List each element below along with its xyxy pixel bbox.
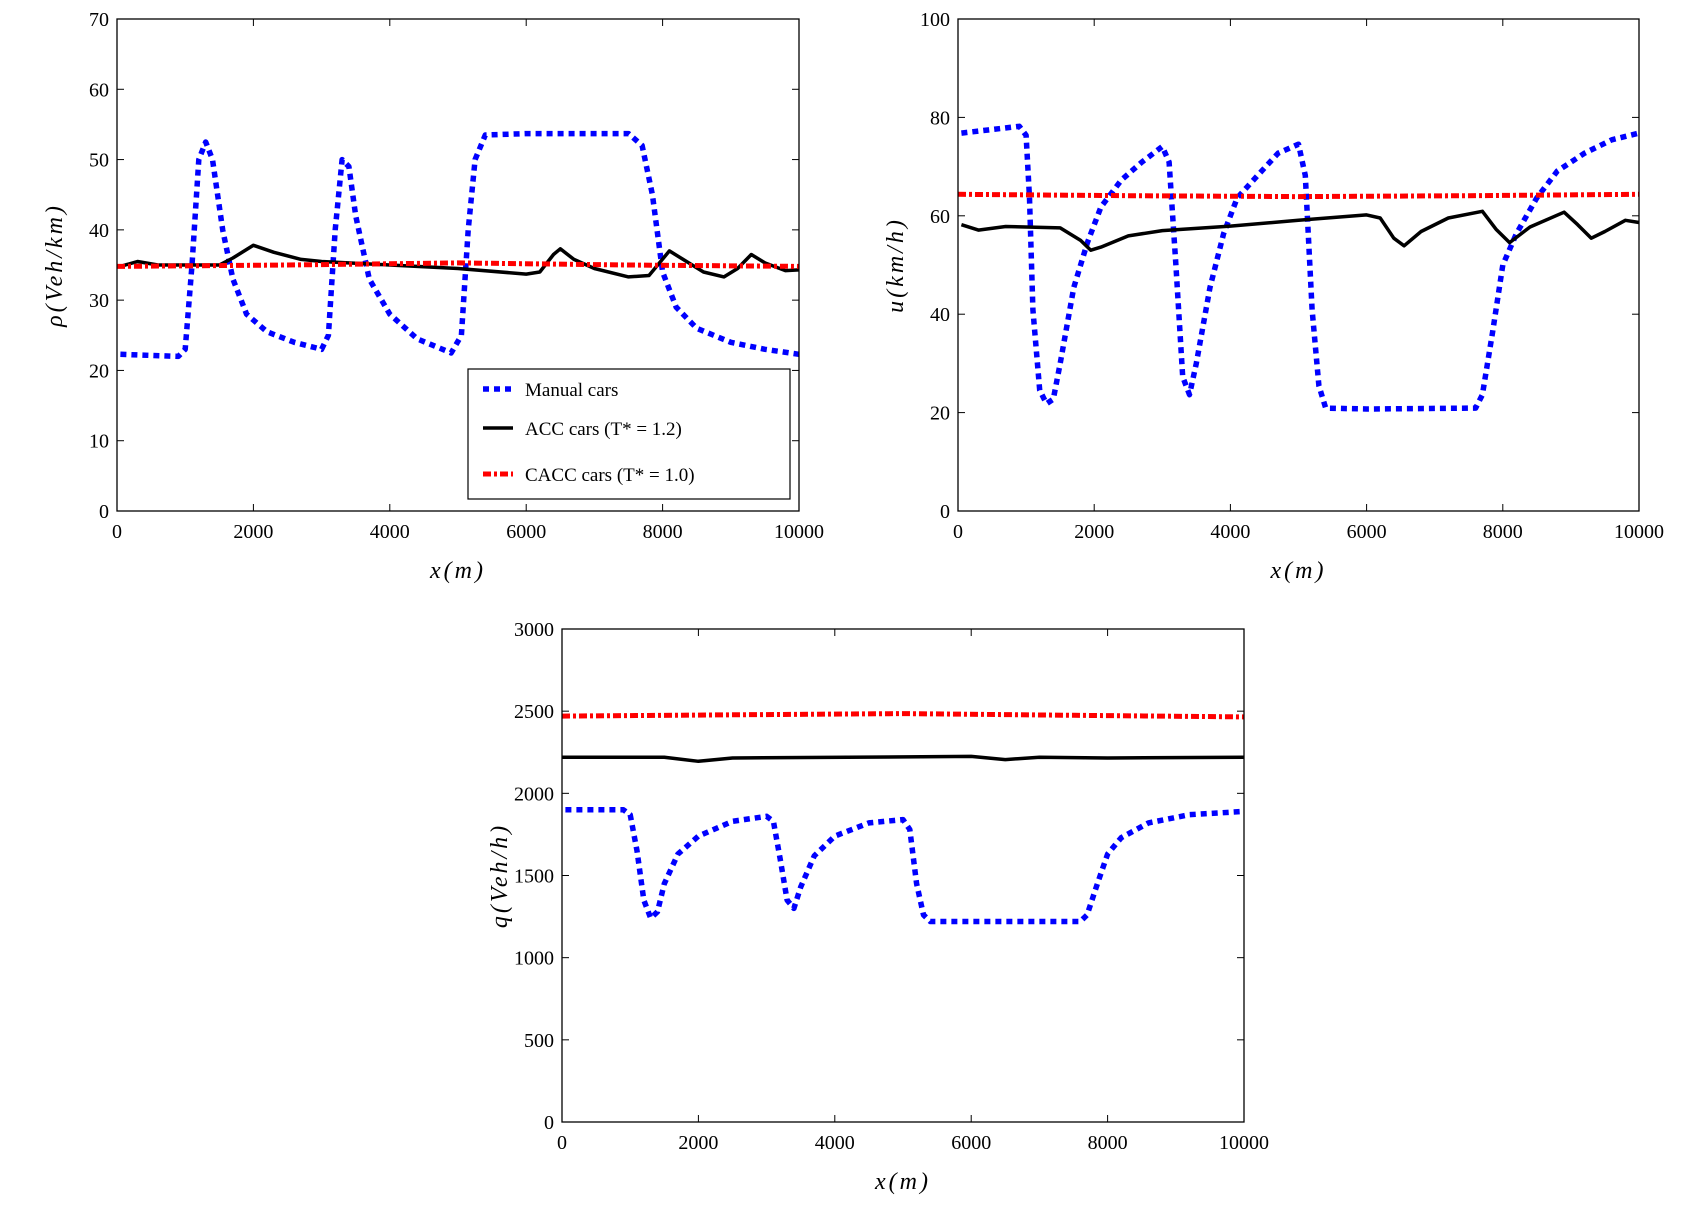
x-axis-label: x(m) xyxy=(1270,558,1327,584)
legend-label-manual: Manual cars xyxy=(525,380,618,401)
chart-1: 0 2000 4000 6000 8000 10000 0 10 20 30 40 50 60 70 x(m… xyxy=(42,9,824,584)
series-line-acc xyxy=(960,209,1640,252)
x-tick-label: 8000 xyxy=(643,521,683,543)
y-tick-label: 0 xyxy=(99,501,109,523)
legend-box xyxy=(467,368,791,500)
x-tick-label: 10000 xyxy=(774,521,824,543)
y-tick-label: 80 xyxy=(930,107,950,129)
series-line-cacc xyxy=(561,711,1245,720)
x-tick-label: 4000 xyxy=(370,521,410,543)
legend-label-acc: ACC cars (T* = 1.2) xyxy=(525,419,682,440)
y-tick-label: 40 xyxy=(930,304,950,326)
x-tick-label: 6000 xyxy=(1347,521,1387,543)
y-tick-label: 0 xyxy=(544,1112,554,1134)
series-line-cacc xyxy=(116,260,800,269)
x-tick-label: 6000 xyxy=(951,1132,991,1154)
x-tick-label: 8000 xyxy=(1483,521,1523,543)
series-line-acc xyxy=(562,754,1245,764)
x-tick-label: 10000 xyxy=(1219,1132,1269,1154)
y-tick-label: 20 xyxy=(930,403,950,425)
x-tick-label: 2000 xyxy=(1074,521,1114,543)
y-tick-label: 60 xyxy=(89,79,109,101)
y-tick-label: 1500 xyxy=(514,866,554,888)
x-tick-label: 8000 xyxy=(1088,1132,1128,1154)
legend-label-cacc: CACC cars (T* = 1.0) xyxy=(525,465,695,486)
y-axis-label: q(Veh/h) xyxy=(487,823,513,928)
y-tick-label: 10 xyxy=(89,431,109,453)
y-axis-label: u(km/h) xyxy=(883,217,909,313)
axes-frame xyxy=(561,628,1245,1123)
x-tick-label: 10000 xyxy=(1614,521,1664,543)
y-tick-label: 70 xyxy=(89,9,109,31)
axes-frame xyxy=(116,18,800,512)
series-line-cacc xyxy=(957,191,1640,200)
x-axis-label: x(m) xyxy=(874,1169,931,1195)
x-tick-label: 2000 xyxy=(233,521,273,543)
y-tick-label: 1000 xyxy=(514,948,554,970)
legend: Manual cars ACC cars (T* = 1.2) CACC cars … xyxy=(467,368,791,500)
y-tick-label: 500 xyxy=(524,1030,554,1052)
y-tick-label: 100 xyxy=(920,9,950,31)
series-line-manual xyxy=(961,123,1640,412)
y-tick-label: 50 xyxy=(89,150,109,172)
x-tick-label: 2000 xyxy=(678,1132,718,1154)
y-tick-label: 3000 xyxy=(514,619,554,641)
chart-2: 0 2000 4000 6000 8000 10000 0 20 40 60 80 100 x(m) u(… xyxy=(883,9,1664,584)
y-tick-label: 2500 xyxy=(514,701,554,723)
x-axis-label: x(m) xyxy=(429,558,486,584)
y-tick-label: 60 xyxy=(930,206,950,228)
x-tick-label: 4000 xyxy=(1210,521,1250,543)
y-tick-label: 30 xyxy=(89,290,109,312)
x-tick-label: 0 xyxy=(953,521,963,543)
y-tick-label: 2000 xyxy=(514,783,554,805)
x-tick-label: 4000 xyxy=(815,1132,855,1154)
series-line-manual xyxy=(120,130,800,360)
y-tick-label: 0 xyxy=(940,501,950,523)
series-line-acc xyxy=(119,243,800,279)
x-tick-label: 0 xyxy=(557,1132,567,1154)
axes-frame xyxy=(957,18,1640,512)
y-tick-label: 20 xyxy=(89,360,109,382)
x-tick-label: 6000 xyxy=(506,521,546,543)
y-axis-label: ρ(Veh/km) xyxy=(42,203,68,328)
x-tick-label: 0 xyxy=(112,521,122,543)
chart-3: 0 2000 4000 6000 8000 10000 0 500 1000 1500 2000 25… xyxy=(487,619,1269,1195)
series-line-manual xyxy=(565,807,1245,925)
y-tick-label: 40 xyxy=(89,220,109,242)
